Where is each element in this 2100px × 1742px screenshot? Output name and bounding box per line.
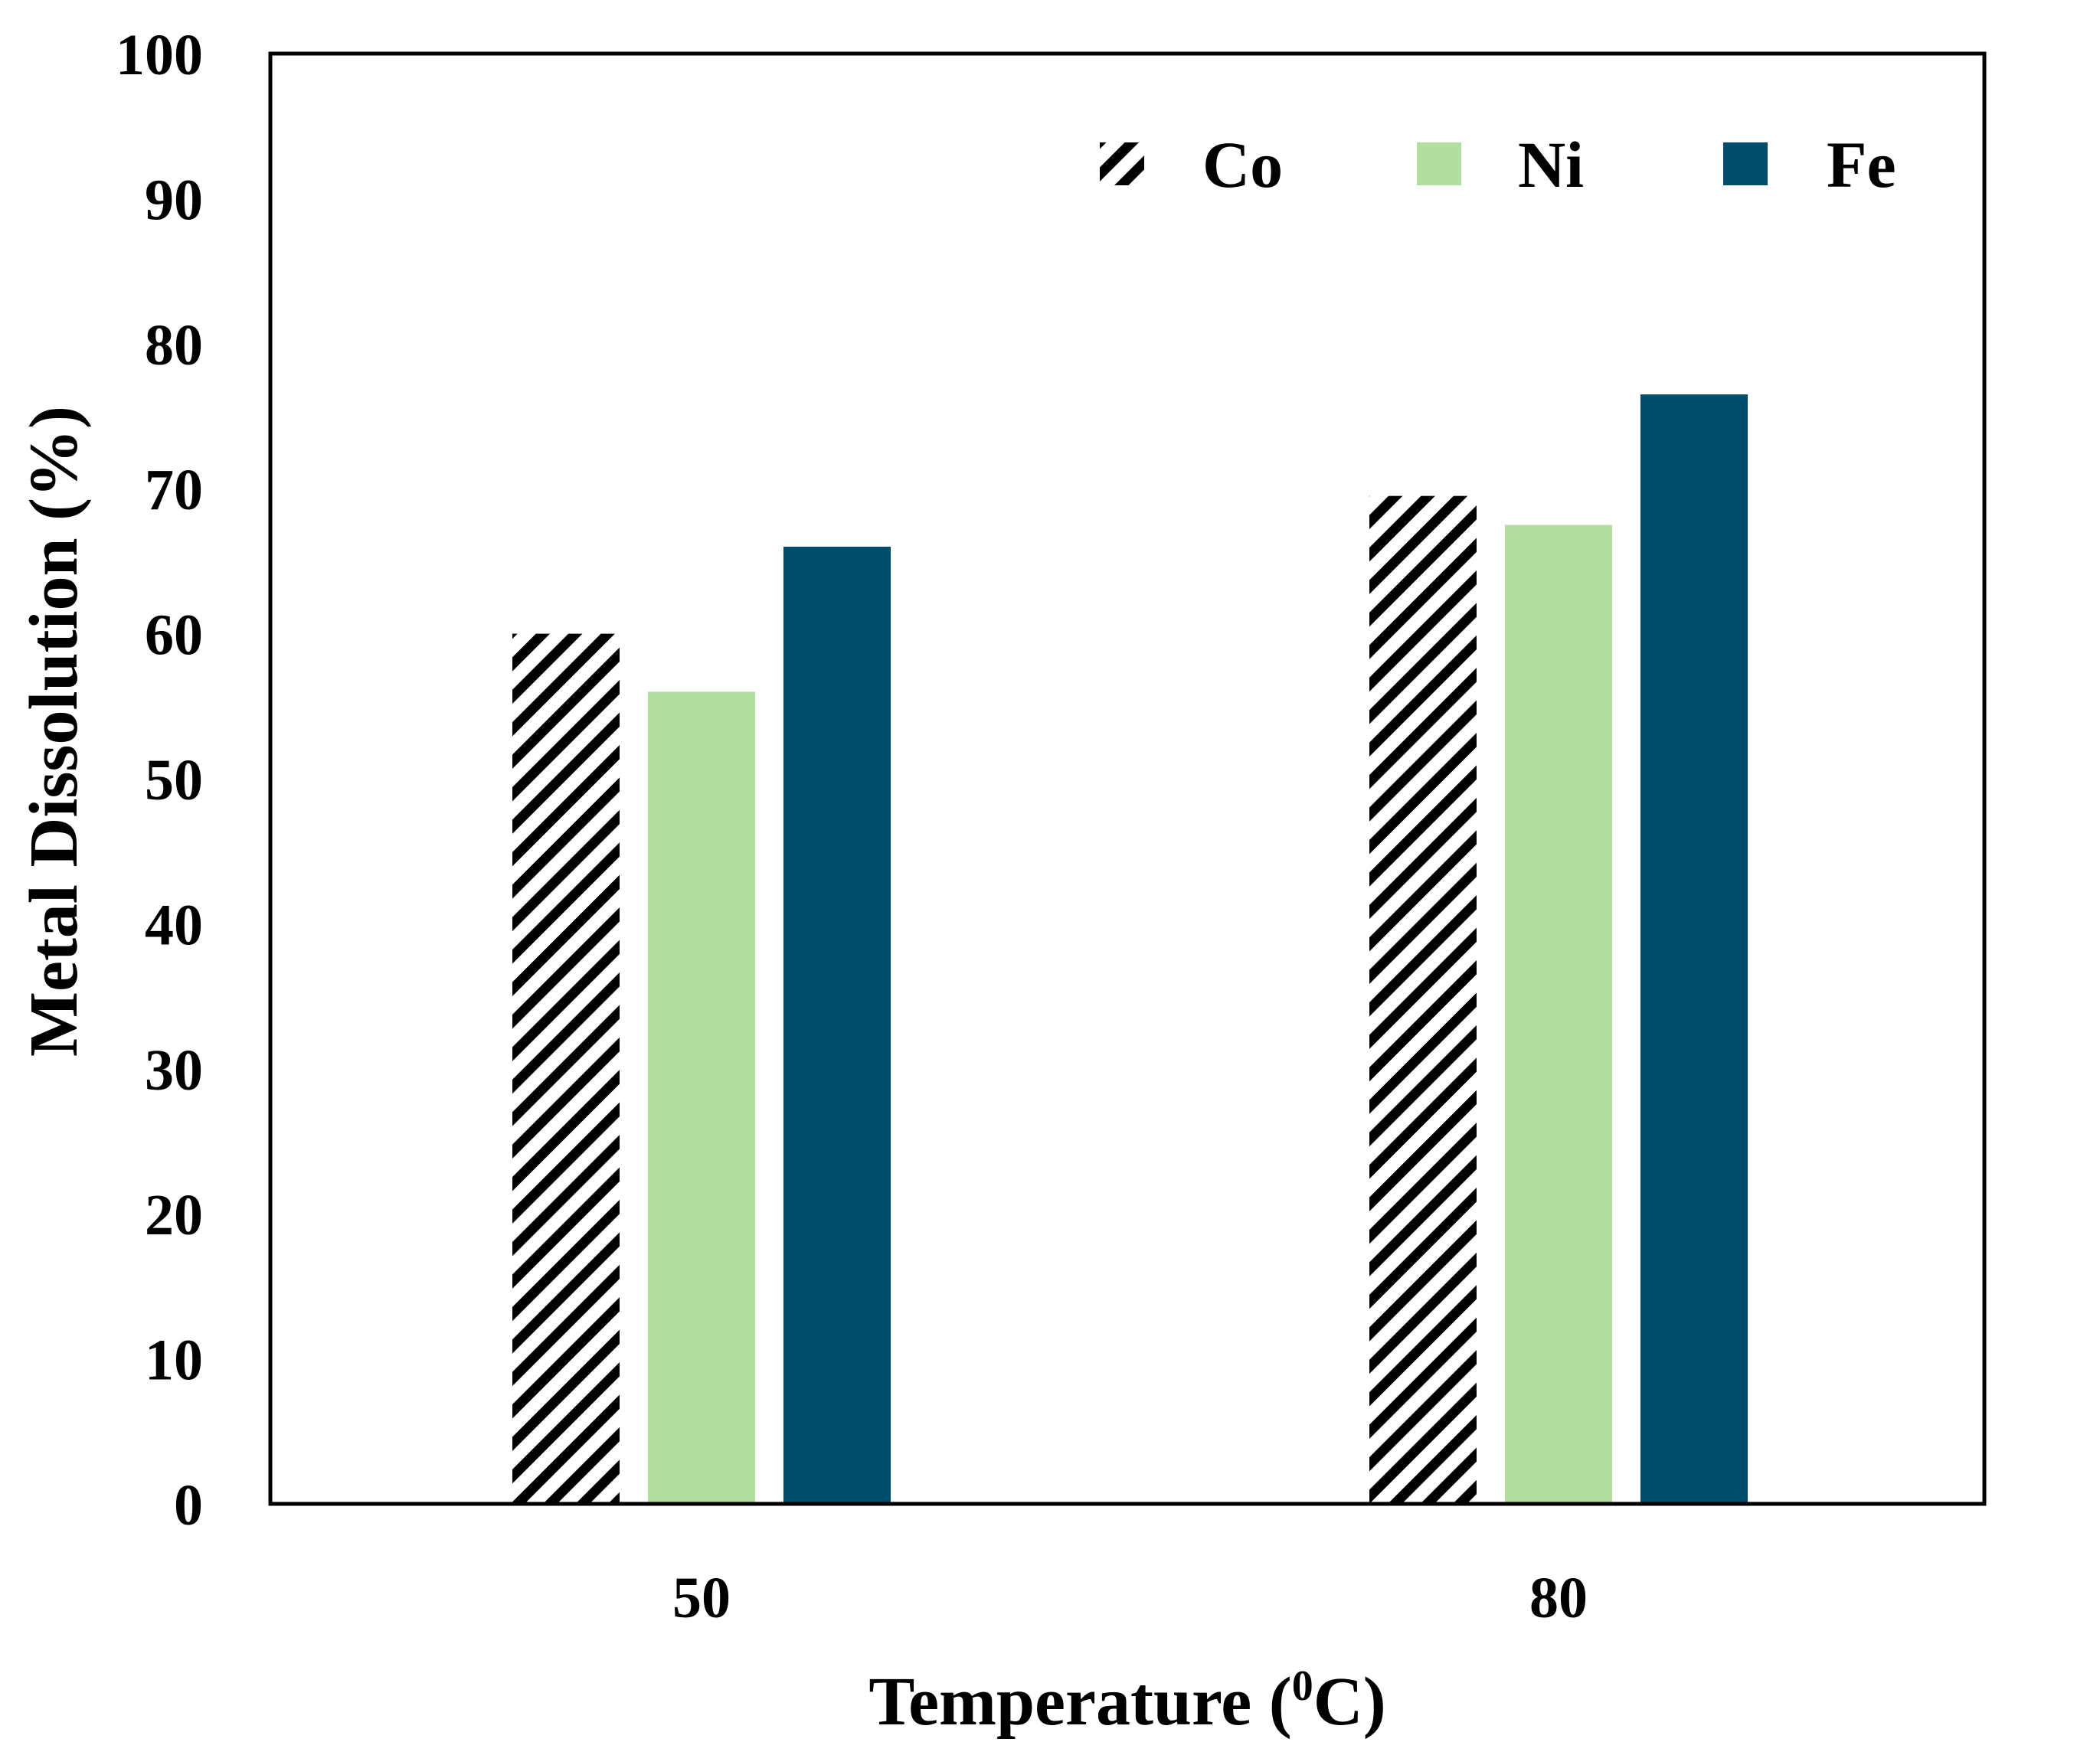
- bars-group: [512, 394, 1748, 1505]
- y-tick-label-0: 0: [174, 1473, 203, 1538]
- y-axis-title: Metal Dissolution (%): [16, 406, 92, 1057]
- x-axis-categories: 50 80: [672, 1566, 1588, 1630]
- plot-area-frame: [268, 51, 1987, 1506]
- y-tick-label-30: 30: [145, 1038, 203, 1103]
- x-axis-title: Temperature (0C): [868, 1662, 1385, 1740]
- bar-fe-50: [783, 546, 891, 1505]
- legend-swatch-co: [1100, 142, 1144, 185]
- x-category-label-50: 50: [672, 1566, 731, 1630]
- y-tick-label-80: 80: [145, 313, 203, 377]
- legend-label-co: Co: [1202, 128, 1283, 201]
- legend: Co Ni Fe: [1100, 128, 1896, 201]
- x-axis-title-superscript: 0: [1292, 1662, 1313, 1710]
- legend-label-fe: Fe: [1827, 128, 1896, 201]
- y-tick-label-10: 10: [145, 1329, 203, 1393]
- x-category-label-80: 80: [1529, 1566, 1588, 1630]
- y-tick-label-50: 50: [145, 748, 203, 812]
- x-axis-title-suffix: C): [1313, 1664, 1386, 1740]
- bar-ni-50: [648, 691, 755, 1504]
- y-tick-label-20: 20: [145, 1183, 203, 1247]
- y-tick-label-100: 100: [116, 23, 203, 87]
- y-axis-ticks: 0 10 20 30 40 50 60 70 80 90 100: [116, 23, 203, 1538]
- y-tick-label-40: 40: [145, 893, 203, 957]
- legend-label-ni: Ni: [1518, 128, 1584, 201]
- bar-fe-80: [1640, 394, 1748, 1504]
- bar-co-50: [512, 633, 620, 1504]
- y-tick-label-60: 60: [145, 603, 203, 668]
- y-tick-label-90: 90: [145, 168, 203, 232]
- bar-co-80: [1369, 495, 1477, 1505]
- bar-ni-80: [1505, 525, 1612, 1504]
- x-axis-title-main: Temperature (: [868, 1664, 1291, 1740]
- y-tick-label-70: 70: [145, 458, 203, 522]
- legend-swatch-ni: [1417, 142, 1461, 185]
- legend-swatch-fe: [1723, 142, 1768, 185]
